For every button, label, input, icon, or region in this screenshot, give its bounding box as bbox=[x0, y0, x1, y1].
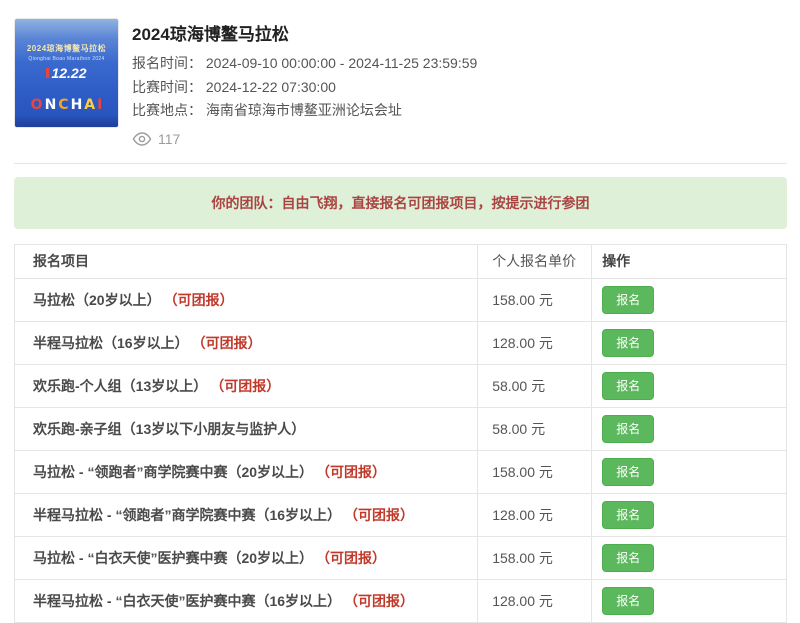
poster-letter: I bbox=[97, 97, 103, 113]
item-name: 欢乐跑-个人组（13岁以上） bbox=[33, 377, 208, 394]
event-poster-image: 2024琼海博鳌马拉松 Qionghai Boao Marathon 2024 … bbox=[14, 18, 119, 128]
item-name: 半程马拉松 - “白衣天使”医护赛中赛（16岁以上） bbox=[33, 592, 342, 609]
team-banner-text: 你的团队：自由飞翔，直接报名可团报项目，按提示进行参团 bbox=[211, 194, 590, 211]
item-name: 马拉松 - “领跑者”商学院赛中赛（20岁以上） bbox=[33, 463, 314, 480]
table-row: 半程马拉松 - “领跑者”商学院赛中赛（16岁以上） （可团报） 128.00 元… bbox=[13, 492, 787, 537]
item-price: 128.00 元 bbox=[477, 578, 593, 623]
register-button[interactable]: 报名 bbox=[602, 543, 655, 572]
group-registration-tag: （可团报） bbox=[323, 549, 387, 566]
registration-period-row: 报名时间： 2024-09-10 00:00:00 - 2024-11-25 2… bbox=[132, 52, 477, 76]
table-row: 半程马拉松 - “白衣天使”医护赛中赛（16岁以上） （可团报） 128.00 元… bbox=[13, 578, 787, 623]
registration-table-body: 马拉松（20岁以上） （可团报） 158.00 元 报名 半程马拉松（16岁以上）… bbox=[13, 277, 787, 623]
table-header-row: 报名项目 个人报名单价 操作 bbox=[13, 243, 787, 279]
register-button[interactable]: 报名 bbox=[602, 500, 655, 529]
item-price: 128.00 元 bbox=[477, 320, 593, 365]
item-price: 58.00 元 bbox=[477, 406, 593, 451]
race-time-label: 比赛时间： bbox=[132, 78, 202, 95]
poster-letter: A bbox=[84, 97, 96, 113]
group-registration-tag: （可团报） bbox=[323, 463, 387, 480]
item-name: 半程马拉松 - “领跑者”商学院赛中赛（16岁以上） bbox=[33, 506, 342, 523]
register-button[interactable]: 报名 bbox=[602, 457, 655, 486]
item-name: 半程马拉松（16岁以上） bbox=[33, 334, 189, 351]
race-location-label: 比赛地点： bbox=[132, 102, 202, 118]
register-button[interactable]: 报名 bbox=[602, 285, 655, 314]
race-time-value: 2024-12-22 07:30:00 bbox=[205, 78, 336, 95]
poster-shade bbox=[15, 115, 118, 127]
registration-period-label: 报名时间： bbox=[132, 55, 202, 71]
race-location-value: 海南省琼海市博鳌亚洲论坛会址 bbox=[205, 102, 402, 118]
header-item-name: 报名项目 bbox=[13, 243, 479, 279]
event-header: 2024琼海博鳌马拉松 Qionghai Boao Marathon 2024 … bbox=[14, 18, 787, 147]
poster-date-text: 12.22 bbox=[15, 65, 118, 81]
item-name: 欢乐跑-亲子组（13岁以下小朋友与监护人） bbox=[33, 420, 306, 437]
poster-letter: N bbox=[44, 97, 57, 113]
register-button[interactable]: 报名 bbox=[602, 414, 655, 443]
item-price: 58.00 元 bbox=[477, 363, 593, 408]
poster-letter: O bbox=[30, 97, 43, 113]
register-button[interactable]: 报名 bbox=[602, 328, 655, 357]
item-name: 马拉松（20岁以上） bbox=[33, 291, 161, 308]
group-registration-tag: （可团报） bbox=[351, 506, 415, 523]
registration-table: 报名项目 个人报名单价 操作 马拉松（20岁以上） （可团报） 158.00 元 … bbox=[13, 243, 787, 623]
poster-date-tick bbox=[46, 68, 50, 78]
register-button[interactable]: 报名 bbox=[602, 371, 655, 400]
group-registration-tag: （可团报） bbox=[198, 334, 262, 351]
poster-letter: C bbox=[58, 97, 69, 113]
view-count-number: 117 bbox=[158, 130, 181, 147]
race-time-row: 比赛时间： 2024-12-22 07:30:00 bbox=[132, 76, 477, 100]
poster-letter: H bbox=[70, 97, 83, 113]
item-name: 马拉松 - “白衣天使”医护赛中赛（20岁以上） bbox=[33, 549, 314, 566]
poster-subtitle-text: Qionghai Boao Marathon 2024 bbox=[28, 56, 105, 62]
poster-title-text: 2024琼海博鳌马拉松 bbox=[26, 44, 107, 53]
section-divider bbox=[14, 162, 787, 164]
table-row: 欢乐跑-亲子组（13岁以下小朋友与监护人） 58.00 元 报名 bbox=[13, 406, 787, 451]
group-registration-tag: （可团报） bbox=[351, 592, 415, 609]
table-row: 欢乐跑-个人组（13岁以上） （可团报） 58.00 元 报名 bbox=[13, 363, 787, 408]
event-title: 2024琼海博鳌马拉松 bbox=[132, 25, 289, 44]
header-unit-price: 个人报名单价 bbox=[477, 243, 593, 279]
header-action: 操作 bbox=[591, 243, 787, 279]
table-row: 马拉松 - “白衣天使”医护赛中赛（20岁以上） （可团报） 158.00 元 报… bbox=[13, 535, 787, 580]
race-location-row: 比赛地点： 海南省琼海市博鳌亚洲论坛会址 bbox=[132, 99, 477, 123]
event-info: 2024琼海博鳌马拉松 报名时间： 2024-09-10 00:00:00 - … bbox=[132, 18, 477, 147]
registration-period-value: 2024-09-10 00:00:00 - 2024-11-25 23:59:5… bbox=[205, 55, 478, 71]
item-price: 128.00 元 bbox=[477, 492, 593, 537]
table-row: 马拉松 - “领跑者”商学院赛中赛（20岁以上） （可团报） 158.00 元 报… bbox=[13, 449, 787, 494]
team-banner: 你的团队：自由飞翔，直接报名可团报项目，按提示进行参团 bbox=[14, 176, 787, 229]
table-row: 马拉松（20岁以上） （可团报） 158.00 元 报名 bbox=[13, 277, 787, 322]
eye-icon bbox=[132, 131, 152, 146]
register-button[interactable]: 报名 bbox=[602, 586, 655, 615]
group-registration-tag: （可团报） bbox=[217, 377, 281, 394]
item-price: 158.00 元 bbox=[477, 449, 593, 494]
item-price: 158.00 元 bbox=[477, 535, 593, 580]
group-registration-tag: （可团报） bbox=[170, 291, 234, 308]
view-count: 117 bbox=[132, 131, 477, 147]
item-price: 158.00 元 bbox=[477, 277, 593, 322]
table-row: 半程马拉松（16岁以上） （可团报） 128.00 元 报名 bbox=[13, 320, 787, 365]
